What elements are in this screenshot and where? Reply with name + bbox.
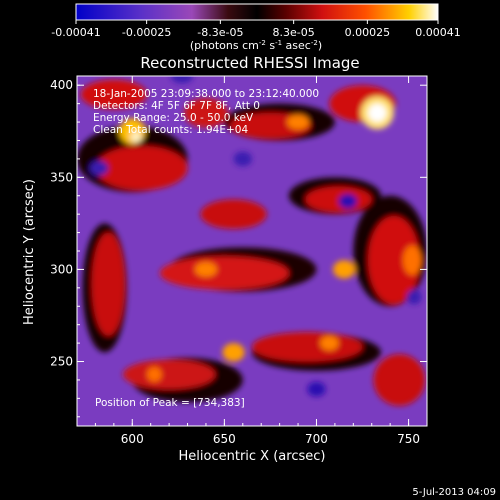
heatmap-blob xyxy=(320,335,339,351)
heatmap-blob xyxy=(368,216,420,305)
heatmap-blob xyxy=(222,343,245,362)
heatmap-blob xyxy=(95,146,188,191)
y-tick-label: 350 xyxy=(50,170,73,184)
chart-title: Reconstructed RHESSI Image xyxy=(140,54,359,72)
y-tick-label: 400 xyxy=(50,78,73,92)
colorbar-tick-label: 8.3e-05 xyxy=(273,26,315,39)
x-axis: 600 650 700 750 xyxy=(94,76,428,446)
colorbar-tick-label: -0.00041 xyxy=(51,26,100,39)
heatmap-blob xyxy=(159,256,289,290)
heatmap-blob xyxy=(373,354,426,406)
y-tick-label: 250 xyxy=(50,355,73,369)
heatmap-blob xyxy=(89,160,109,176)
heatmap-blob xyxy=(287,114,310,130)
heatmap-blob xyxy=(233,151,252,167)
heatmap-blob xyxy=(123,359,216,390)
heatmap-blob xyxy=(183,98,229,128)
x-tick-label: 650 xyxy=(213,432,236,446)
x-axis-title: Heliocentric X (arcsec) xyxy=(179,449,326,464)
heatmap-blob xyxy=(194,262,217,277)
heatmap-blob xyxy=(130,131,142,143)
y-tick-label: 300 xyxy=(50,262,73,276)
colorbar xyxy=(75,3,439,21)
x-tick-label: 600 xyxy=(121,432,144,446)
y-axis-title: Heliocentric Y (arcsec) xyxy=(22,179,37,325)
annotation-energy: Energy Range: 25.0 - 50.0 keV xyxy=(93,112,254,124)
colorbar-tick-label: -0.00025 xyxy=(122,26,171,39)
heatmap-blob xyxy=(403,245,422,275)
annotation-clean: Clean Total counts: 1.94E+04 xyxy=(93,124,248,136)
annotation-peak: Position of Peak = [734,383] xyxy=(95,397,245,409)
heatmap-blob xyxy=(80,79,147,110)
colorbar-tick-label: 0.00025 xyxy=(345,26,391,39)
heatmap-blob xyxy=(406,289,422,305)
heatmap-blob xyxy=(91,232,125,336)
heatmap-blob xyxy=(368,103,387,123)
heatmap-blob xyxy=(305,186,372,213)
y-axis: 250 300 350 400 xyxy=(50,78,427,418)
heatmap-image xyxy=(77,76,427,426)
x-tick-label: 750 xyxy=(397,432,420,446)
colorbar-unit-label: (photons cm-2 s-1 asec-2) xyxy=(190,39,322,52)
heatmap-blob xyxy=(307,381,326,397)
colorbar-tick-label: 0.00041 xyxy=(415,26,461,39)
heatmap-blob xyxy=(333,260,356,279)
colorbar-tick-label: -8.3e-05 xyxy=(197,26,243,39)
annotation-time: 18-Jan-2005 23:09:38.000 to 23:12:40.000 xyxy=(93,88,319,100)
footer-date: 5-Jul-2013 04:09 xyxy=(412,487,496,498)
colorbar-ticks: -0.00041 -0.00025 -8.3e-05 8.3e-05 0.00025 0.… xyxy=(51,20,461,39)
annotation-detectors: Detectors: 4F 5F 6F 7F 8F, Att 0 xyxy=(93,100,260,112)
heatmap-blob xyxy=(200,199,267,229)
x-tick-label: 700 xyxy=(305,432,328,446)
heatmap-blob xyxy=(170,76,194,84)
heatmap-blob xyxy=(147,367,162,382)
heatmap-blob xyxy=(338,193,357,209)
heatmap-blob xyxy=(252,332,363,362)
